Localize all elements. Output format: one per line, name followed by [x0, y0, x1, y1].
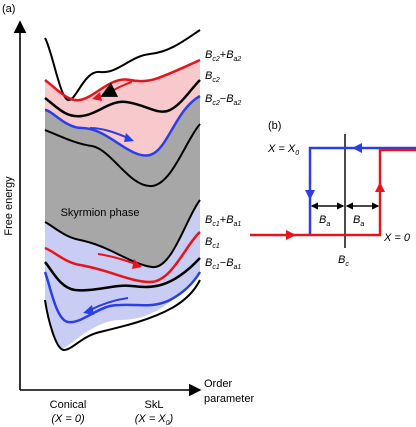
x-tick-skl: SkL — [145, 399, 164, 411]
upper-blue-arrowhead — [124, 133, 134, 142]
panel-b-tag: (b) — [268, 120, 281, 132]
red-branch — [250, 148, 416, 237]
label-x-eq-x0: X = X0 — [267, 143, 299, 157]
blue-arrow-down — [305, 190, 315, 200]
label-bc: Bc — [338, 254, 349, 268]
curve-upper-skyrmion — [44, 123, 201, 188]
skyrmion-phase-label: Skyrmion phase — [61, 207, 140, 219]
curve-bc1-black — [44, 257, 201, 292]
x-tick-skl-sub: (X = X0) — [135, 413, 174, 427]
x-axis-label-line2: parameter — [204, 393, 254, 405]
y-axis-label: Free energy — [3, 176, 15, 236]
label-bc2: Bc2 — [205, 70, 220, 84]
blue-branch — [308, 146, 416, 235]
blue-arrow-top — [352, 143, 362, 153]
panel-a-tag: (a) — [2, 3, 15, 15]
curve-bc1 — [44, 231, 201, 284]
lower-blue-arrowhead — [83, 305, 94, 315]
x-tick-conical: Conical — [50, 399, 87, 411]
upper-hysteresis-region — [45, 60, 200, 156]
label-bc1-plus-ba1: Bc1+Ba1 — [205, 214, 241, 228]
label-bc2-plus-ba2: Bc2+Ba2 — [205, 49, 241, 63]
lower-hysteresis-region — [45, 200, 200, 349]
label-bc1-minus-ba1: Bc1−Ba1 — [205, 257, 241, 271]
label-ba-left: Ba — [319, 214, 330, 228]
curve-bc2-minus-ba2 — [44, 94, 201, 157]
lower-red-arrow — [97, 253, 137, 265]
curve-bc1-plus-ba1 — [44, 199, 201, 269]
lower-blue-arrow — [89, 297, 129, 311]
label-bc2-minus-ba2: Bc2−Ba2 — [205, 93, 241, 107]
x-tick-conical-sub: (X = 0) — [51, 413, 85, 425]
upper-red-arrowhead — [92, 92, 102, 101]
skyrmion-phase-region — [45, 96, 200, 268]
upper-red-arrow — [100, 81, 133, 97]
upper-blue-arrow — [89, 127, 129, 139]
curve-label-group: Bc2+Ba2 Bc2 Bc2−Ba2 Bc1+Ba1 Bc1 Bc1−Ba1 — [205, 49, 241, 271]
x-axis-label-line1: Order — [204, 378, 232, 390]
label-ba-right: Ba — [353, 214, 364, 228]
lower-red-arrowhead — [132, 259, 142, 269]
label-bc1: Bc1 — [205, 236, 220, 250]
curve-lower-bottom — [44, 279, 201, 352]
curve-bc2-black — [44, 79, 201, 118]
red-arrow-bottom — [286, 230, 296, 240]
curve-bc2-plus-ba2 — [44, 29, 201, 101]
curve-bc1-minus-ba1 — [43, 271, 202, 324]
red-arrow-up — [375, 182, 385, 192]
label-x-eq-zero: X = 0 — [383, 232, 411, 244]
